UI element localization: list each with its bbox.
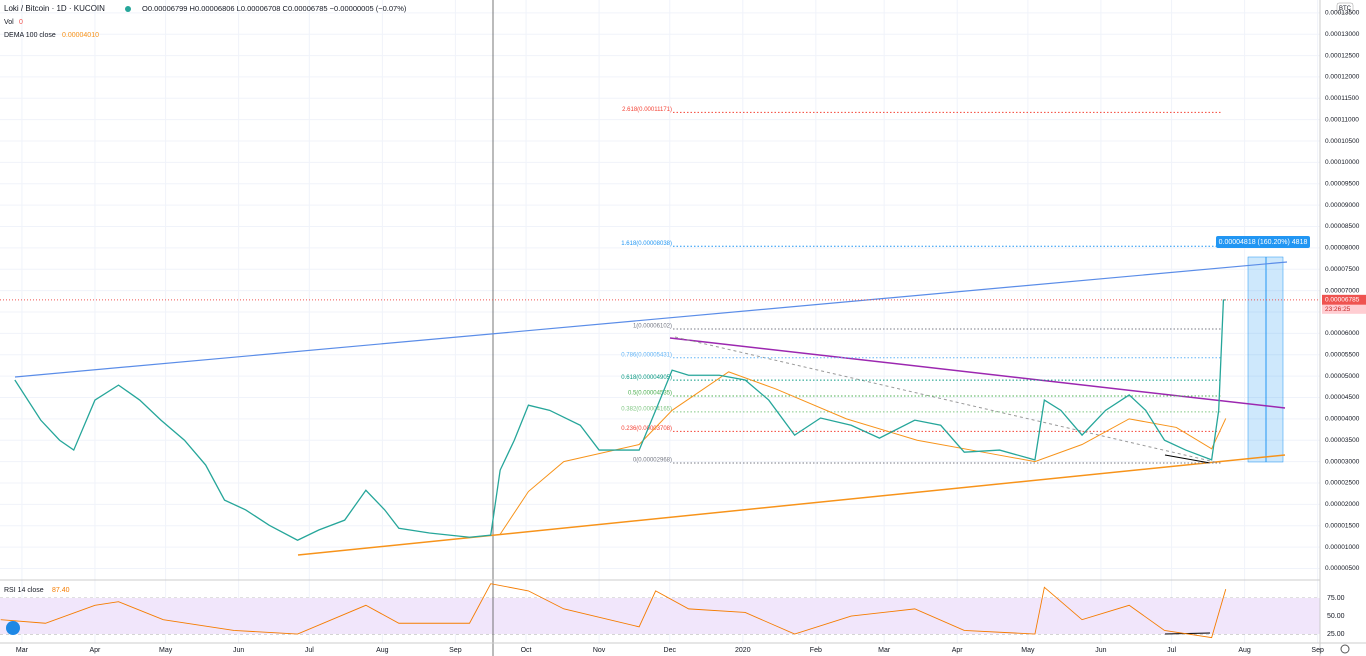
rsi-name: RSI 14 close bbox=[4, 587, 44, 594]
fib-label: 0.618(0.00004905) bbox=[621, 375, 672, 381]
trendline bbox=[14, 261, 1288, 378]
rsi-line bbox=[0, 583, 1227, 639]
fib-label: 0(0.00002968) bbox=[633, 458, 672, 464]
measure-label-bg bbox=[1216, 236, 1310, 248]
volume-name: Vol bbox=[4, 19, 14, 26]
y-tick-label: 0.00000500 bbox=[1325, 565, 1360, 572]
logo bbox=[6, 621, 20, 635]
y-tick-label: 0.00009500 bbox=[1325, 181, 1360, 188]
y-tick-label: 0.00007000 bbox=[1325, 287, 1360, 294]
currency: BTC bbox=[1339, 6, 1352, 12]
trendline bbox=[669, 337, 1286, 409]
y-tick-label: 0.00004000 bbox=[1325, 416, 1360, 423]
volume-value: 0 bbox=[19, 19, 23, 26]
status-dot bbox=[125, 6, 131, 12]
rsi-tick-label: 50.00 bbox=[1327, 613, 1345, 620]
fib-label: 0.786(0.00005431) bbox=[621, 352, 672, 358]
rsi-value: 87.40 bbox=[52, 587, 70, 594]
dema-line bbox=[499, 371, 1227, 535]
fib-label: 1(0.00006102) bbox=[633, 324, 672, 330]
currency-badge[interactable] bbox=[1336, 2, 1354, 14]
price-line bbox=[14, 299, 1226, 541]
last-price-tag bbox=[1322, 294, 1366, 305]
x-tick-label: Sep bbox=[1311, 647, 1324, 654]
fib-label: 0.5(0.00004535) bbox=[628, 391, 672, 397]
y-tick-label: 0.00003500 bbox=[1325, 437, 1360, 444]
y-tick-label: 0.00010500 bbox=[1325, 138, 1360, 145]
y-tick-label: 0.00009000 bbox=[1325, 202, 1360, 209]
symbol-title: Loki / Bitcoin · 1D · KUCOIN bbox=[4, 4, 105, 13]
y-tick-label: 0.00004500 bbox=[1325, 394, 1360, 401]
x-tick-label: Apr bbox=[952, 647, 964, 654]
x-tick-label: Oct bbox=[521, 647, 532, 654]
y-tick-label: 0.00011000 bbox=[1325, 116, 1359, 123]
y-tick-label: 0.00010000 bbox=[1325, 159, 1360, 166]
rsi-tick-label: 75.00 bbox=[1327, 595, 1345, 602]
x-tick-label: Mar bbox=[878, 647, 891, 654]
x-tick-label: Jun bbox=[1095, 647, 1106, 654]
x-tick-label: May bbox=[1021, 647, 1035, 654]
y-tick-label: 0.00002000 bbox=[1325, 501, 1360, 508]
y-tick-label: 0.00013500 bbox=[1325, 10, 1360, 17]
y-tick-label: 0.00006000 bbox=[1325, 330, 1360, 337]
fib-label: 2.618(0.00011171) bbox=[622, 107, 672, 113]
x-tick-label: Feb bbox=[810, 647, 822, 654]
last-price-label: 0.00006785 bbox=[1325, 297, 1360, 304]
x-tick-label: May bbox=[159, 647, 173, 654]
settings-icon[interactable] bbox=[1340, 644, 1350, 654]
x-tick-label: Dec bbox=[664, 647, 677, 654]
rsi-tick-label: 25.00 bbox=[1327, 631, 1345, 638]
dema-value: 0.00004010 bbox=[62, 32, 99, 39]
trendline bbox=[297, 454, 1286, 556]
y-tick-label: 0.00002500 bbox=[1325, 480, 1360, 487]
rsi-band bbox=[0, 598, 1320, 634]
x-tick-label: Apr bbox=[89, 647, 101, 654]
x-tick-label: Jul bbox=[1167, 647, 1176, 654]
x-tick-label: Jun bbox=[233, 647, 244, 654]
x-tick-label: Aug bbox=[1238, 647, 1251, 654]
x-tick-label: Sep bbox=[449, 647, 462, 654]
y-tick-label: 0.00001500 bbox=[1325, 522, 1360, 529]
y-tick-label: 0.00003000 bbox=[1325, 458, 1360, 465]
x-tick-label: Aug bbox=[376, 647, 389, 654]
x-tick-label: Mar bbox=[16, 647, 29, 654]
y-tick-label: 0.00005000 bbox=[1325, 373, 1360, 380]
y-tick-label: 0.00007500 bbox=[1325, 266, 1360, 273]
divergence-line bbox=[1164, 454, 1211, 464]
y-tick-label: 0.00008000 bbox=[1325, 245, 1360, 252]
y-tick-label: 0.00001000 bbox=[1325, 544, 1360, 551]
y-tick-label: 0.00005500 bbox=[1325, 351, 1360, 358]
dema-name: DEMA 100 close bbox=[4, 32, 56, 39]
y-tick-label: 0.00012500 bbox=[1325, 52, 1360, 59]
x-tick-label: Nov bbox=[593, 647, 606, 654]
fib-label: 0.382(0.00004165) bbox=[621, 406, 672, 412]
measure-label: 0.00004818 (160.20%) 4818 bbox=[1219, 239, 1308, 246]
countdown-tag bbox=[1322, 304, 1366, 314]
y-tick-label: 0.00012000 bbox=[1325, 74, 1360, 81]
y-tick-label: 0.00011500 bbox=[1325, 95, 1359, 102]
countdown: 23:26:25 bbox=[1325, 306, 1351, 313]
fib-label: 1.618(0.00008038) bbox=[621, 241, 672, 247]
y-tick-label: 0.00013000 bbox=[1325, 31, 1360, 38]
x-tick-label: Jul bbox=[305, 647, 314, 654]
ohlc: O0.00006799 H0.00006806 L0.00006708 C0.0… bbox=[142, 4, 407, 13]
y-tick-label: 0.00008500 bbox=[1325, 223, 1360, 230]
x-tick-label: 2020 bbox=[735, 647, 751, 654]
plot: 2.618(0.00011171) 1.618(0.00008038) 1(0.00… bbox=[0, 107, 1320, 639]
fib-label: 0.236(0.00003708) bbox=[621, 426, 672, 432]
